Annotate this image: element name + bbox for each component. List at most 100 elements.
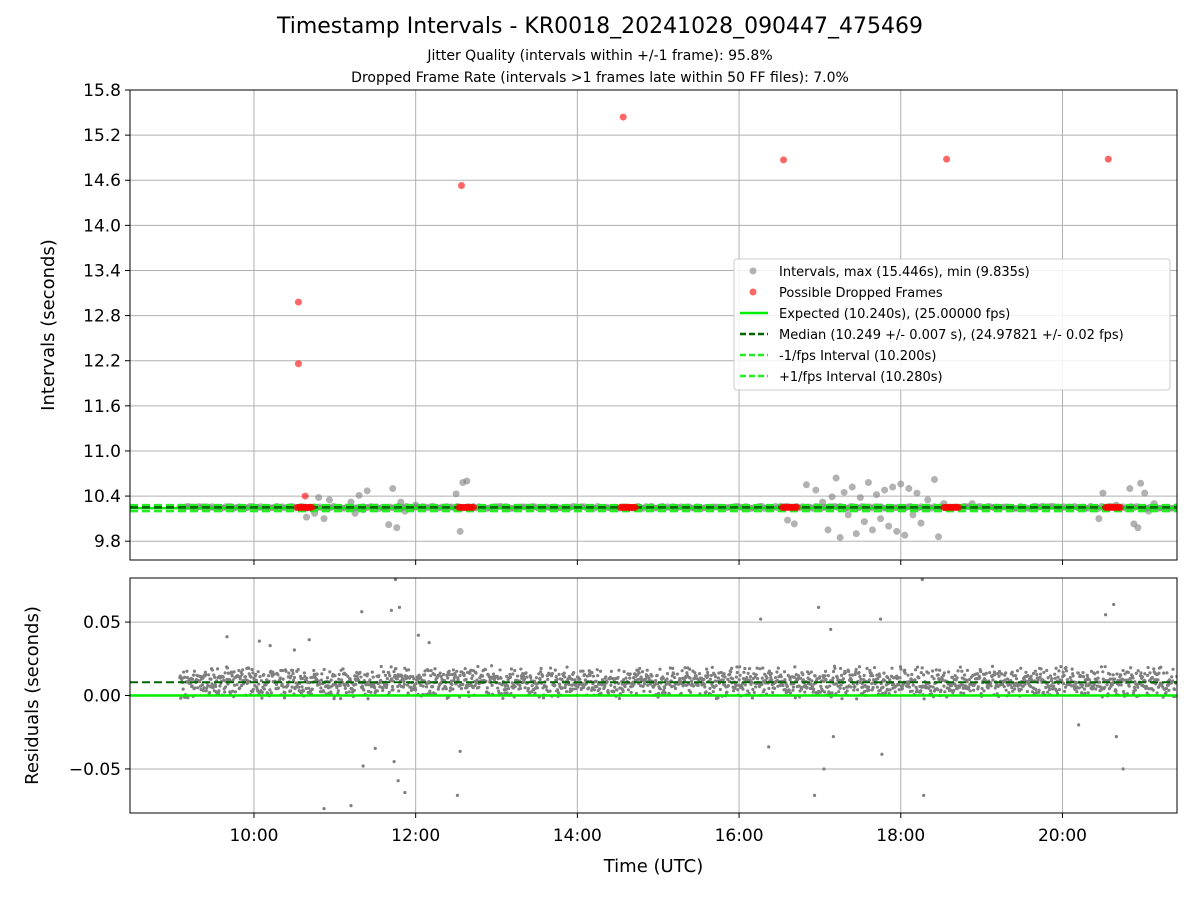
residual-point [772, 686, 777, 690]
residual-point [1133, 688, 1137, 692]
residual-point [958, 665, 962, 669]
residual-point [737, 678, 741, 682]
residual-point [662, 688, 666, 692]
residual-point [822, 767, 826, 771]
residual-point [388, 674, 392, 678]
interval-point [877, 515, 885, 523]
x-tick-label: 10:00 [229, 826, 278, 846]
residual-point [1002, 685, 1006, 689]
interval-point [917, 519, 925, 527]
residual-point [524, 671, 528, 675]
residual-point [405, 675, 409, 679]
residual-point [1026, 673, 1030, 678]
residual-point [628, 676, 632, 680]
residual-point [855, 697, 859, 701]
residual-point [223, 671, 227, 675]
residual-point [839, 673, 844, 677]
x-tick-label: 12:00 [391, 826, 440, 846]
residual-point [391, 688, 395, 692]
residual-point [978, 676, 982, 680]
residual-point [959, 691, 963, 695]
residual-point [596, 674, 600, 678]
residual-point [1053, 672, 1057, 676]
residual-point [1052, 684, 1056, 689]
x-tick-label: 18:00 [876, 826, 925, 846]
residual-point [641, 684, 645, 688]
residual-point [387, 671, 391, 675]
residual-point [406, 668, 411, 672]
y-tick-label: 10.4 [83, 487, 121, 507]
residual-point [485, 686, 489, 690]
residual-point [831, 735, 835, 739]
residual-point [791, 688, 795, 692]
residual-point [291, 671, 295, 676]
residual-point [560, 686, 564, 690]
residual-point [926, 671, 930, 675]
residual-point [237, 668, 241, 673]
residual-point [424, 685, 429, 689]
residual-point [755, 676, 760, 681]
residual-point [1036, 678, 1040, 682]
residual-point [235, 683, 239, 687]
residual-point [884, 690, 888, 694]
residual-point [1075, 690, 1079, 694]
residual-point [855, 688, 860, 692]
residual-point [616, 675, 620, 680]
interval-point [784, 516, 792, 524]
residual-point [714, 675, 718, 679]
residual-point [658, 687, 663, 691]
residual-point [319, 686, 323, 690]
residual-point [769, 675, 773, 680]
residual-point [490, 683, 494, 687]
residual-point [1057, 669, 1061, 673]
residual-point [592, 688, 597, 692]
residual-point [318, 682, 322, 686]
residual-point [1104, 678, 1109, 683]
residual-point [196, 686, 200, 690]
residual-point [360, 610, 364, 614]
residual-point [448, 673, 452, 677]
residual-point [289, 674, 293, 678]
residual-point [760, 682, 764, 687]
residual-point [1111, 673, 1115, 677]
interval-point [864, 479, 872, 487]
legend-item-plus-fps: +1/fps Interval (10.280s) [740, 370, 943, 385]
residual-point [468, 671, 472, 675]
residual-point [1103, 685, 1107, 689]
residual-point [942, 684, 946, 688]
residual-point [553, 683, 557, 688]
residual-point [429, 674, 433, 678]
residual-point [1038, 675, 1042, 679]
residual-point [982, 689, 986, 693]
residual-point [1148, 671, 1152, 675]
interval-point [824, 526, 832, 534]
legend-item-median: Median (10.249 +/- 0.007 s), (24.97821 +… [740, 328, 1124, 343]
residual-point [729, 670, 733, 674]
residual-point [1077, 686, 1081, 690]
residual-point [842, 686, 846, 691]
y-tick-label: 12.2 [83, 352, 121, 372]
residual-point [329, 690, 333, 694]
residual-point [185, 675, 190, 680]
residual-point [373, 686, 377, 690]
jitter-quality-subtitle: Jitter Quality (intervals within +/-1 fr… [427, 48, 773, 64]
residual-point [871, 674, 875, 678]
residual-point [704, 690, 708, 694]
residual-point [1021, 684, 1025, 689]
interval-point [924, 496, 932, 504]
legend-item-expected: Expected (10.240s), (25.00000 fps) [740, 307, 1010, 322]
residual-point [738, 673, 742, 677]
residual-point [458, 674, 462, 678]
residual-point [458, 749, 462, 753]
residual-point [853, 672, 857, 677]
residual-point [447, 669, 451, 673]
residual-point [336, 691, 340, 695]
residual-point [941, 673, 946, 678]
residual-point [251, 671, 255, 675]
residual-point [565, 665, 569, 669]
residual-point [801, 678, 805, 682]
residual-point [369, 690, 373, 694]
residual-point [906, 673, 910, 677]
residual-point [322, 667, 326, 672]
residual-point [1121, 767, 1125, 771]
